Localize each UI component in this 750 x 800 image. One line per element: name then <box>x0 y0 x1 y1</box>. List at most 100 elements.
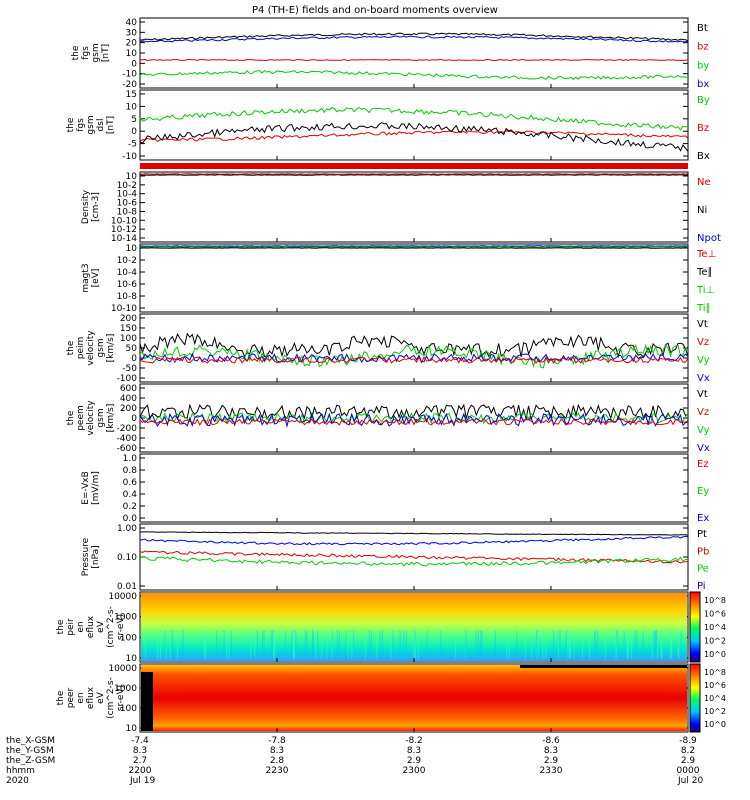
legend-entry-peem: Vx <box>697 443 710 454</box>
y-tick-label-density: 10-10 <box>111 216 137 226</box>
legend-entry-temp: Te⊥ <box>696 249 716 260</box>
colorbar-tick-peir: 10^2 <box>704 637 726 646</box>
footer-value: 2.8 <box>270 756 285 766</box>
y-axis-label-line: magt3 <box>81 263 91 292</box>
y-axis-label-fgs-dsl: the fgs gsm dsl [nT] <box>66 115 116 134</box>
y-axis-label-line: [km/s] <box>106 334 116 363</box>
series-by <box>139 107 689 131</box>
colorbar-tick-peer: 10^2 <box>704 707 726 716</box>
y-tick-label-pressure: 1.00 <box>117 524 137 534</box>
y-tick-label-fgs-dsl: 10 <box>126 102 138 112</box>
panel-frame-density <box>139 171 689 243</box>
footer-value: 8.3 <box>407 746 421 756</box>
series-bz <box>139 58 689 62</box>
footer-value: 2300 <box>403 766 426 776</box>
legend-entry-peim: Vy <box>697 355 710 366</box>
y-tick-label-efield: 0.6 <box>123 478 138 488</box>
legend-entry-peem: Vz <box>697 407 709 418</box>
y-axis-label-line: gsm <box>91 43 101 62</box>
y-tick-label-efield: 0.2 <box>123 502 137 512</box>
y-tick-label-density: 10-2 <box>117 181 137 191</box>
y-tick-label-peim: 150 <box>120 324 137 334</box>
legend-entry-density: Ne <box>697 177 711 188</box>
footer-value: -7.8 <box>268 736 286 746</box>
footer-row-label: hhmm <box>6 766 35 776</box>
y-axis-label-line: peer <box>66 687 76 708</box>
y-axis-label-line: the <box>66 410 76 425</box>
y-axis-label-line: gsm <box>96 408 106 427</box>
y-axis-label-line: [eV] <box>91 269 101 288</box>
footer-value: 2330 <box>540 766 563 776</box>
y-axis-label-temp: magt3 [eV] <box>81 263 101 292</box>
y-axis-label-fgs: the fgs gsm [nT] <box>71 43 111 62</box>
footer-group: the_X-GSMthe_Y-GSMthe_Z-GSMhhmm2020-7.48… <box>6 736 703 786</box>
footer-value: -8.9 <box>679 736 697 746</box>
legend-entry-efield: Ez <box>697 459 709 470</box>
legend-entry-peim: Vt <box>697 319 708 330</box>
y-tick-label-temp: 10-2 <box>117 256 137 266</box>
y-tick-label-peer: 1000 <box>114 684 137 694</box>
footer-row-label: the_Z-GSM <box>6 756 55 766</box>
series-vy <box>139 411 689 425</box>
footer-value: -8.6 <box>542 736 560 746</box>
y-axis-label-line: the <box>56 690 66 705</box>
y-axis-label-line: [nT] <box>101 44 111 62</box>
y-axis-label-line: Pressure <box>81 537 91 576</box>
footer-value: 0000 <box>677 766 700 776</box>
y-axis-label-line: [km/s] <box>106 404 116 433</box>
footer-row-label: 2020 <box>6 776 29 786</box>
series-pi <box>139 535 689 546</box>
y-axis-label-efield: E=-VxB [mV/m] <box>81 471 101 505</box>
y-axis-label-line: en <box>76 621 86 632</box>
y-axis-label-pressure: Pressure [nPa] <box>81 537 101 576</box>
y-tick-label-density: 10 <box>126 172 138 182</box>
legend-entry-temp: Ti⊥ <box>696 285 714 296</box>
y-tick-label-temp: 10 <box>126 244 138 254</box>
y-axis-label-line: gsm <box>86 115 96 134</box>
y-tick-label-fgs-dsl: -10 <box>122 152 137 162</box>
y-tick-label-fgs: 0 <box>131 59 137 69</box>
footer-value: 2230 <box>266 766 289 776</box>
series-bz <box>139 130 689 143</box>
colorbar-tick-peer: 10^6 <box>704 681 726 690</box>
legend-entry-pressure: Pi <box>697 581 706 592</box>
y-tick-label-fgs-dsl: -5 <box>128 140 137 150</box>
footer-value: -7.4 <box>131 736 149 746</box>
footer-value: 2200 <box>129 766 152 776</box>
colorbar-peer <box>689 663 701 733</box>
y-axis-label-peer: the peer en eflux eV (cm^2-s-sr-eV) <box>56 677 126 719</box>
y-axis-label-line: eflux <box>86 615 96 638</box>
footer-value: Jul 20 <box>677 776 703 786</box>
y-axis-label-line: peir <box>66 618 76 636</box>
colorbar-tick-peir: 10^4 <box>704 623 726 632</box>
legend-entry-fgs: Bt <box>697 23 708 34</box>
y-tick-label-density: 10-6 <box>117 199 138 209</box>
y-tick-label-fgs-dsl: 15 <box>126 90 137 100</box>
colorbar-peir <box>689 591 701 663</box>
y-tick-label-peem: 600 <box>120 384 137 394</box>
footer-row-label: the_X-GSM <box>6 736 55 746</box>
spectrogram-peer-top-gap <box>520 665 687 668</box>
footer-value: 8.3 <box>270 746 284 756</box>
footer-value: 2.7 <box>133 756 147 766</box>
y-tick-label-efield: 0.0 <box>123 514 138 524</box>
y-tick-label-peim: 100 <box>120 334 137 344</box>
spectrogram-peer-gap <box>141 672 153 731</box>
y-axis-label-line: fgs <box>76 118 86 132</box>
density-band <box>140 163 688 169</box>
y-tick-label-pressure: 0.10 <box>117 553 137 563</box>
y-tick-label-peer: 10000 <box>108 664 137 674</box>
series-vz <box>139 418 689 426</box>
y-axis-label-peem: the peem velocity gsm [km/s] <box>66 400 116 436</box>
legend-entry-pressure: Pt <box>697 529 707 540</box>
y-tick-label-temp: 10-10 <box>111 304 137 314</box>
y-tick-label-fgs: 30 <box>126 28 138 38</box>
y-tick-label-peem: 200 <box>120 404 137 414</box>
y-tick-label-peim: 200 <box>120 314 137 324</box>
y-axis-label-density: Density [cm-3] <box>81 189 101 224</box>
y-tick-label-fgs: -20 <box>122 80 137 90</box>
y-axis-label-peir: the peir en eflux eV (cm^2-s-sr-eV) <box>56 606 126 648</box>
y-axis-label-line: [mV/m] <box>91 471 101 505</box>
y-tick-label-peim: -100 <box>117 374 138 384</box>
legend-entry-peem: Vt <box>697 389 708 400</box>
